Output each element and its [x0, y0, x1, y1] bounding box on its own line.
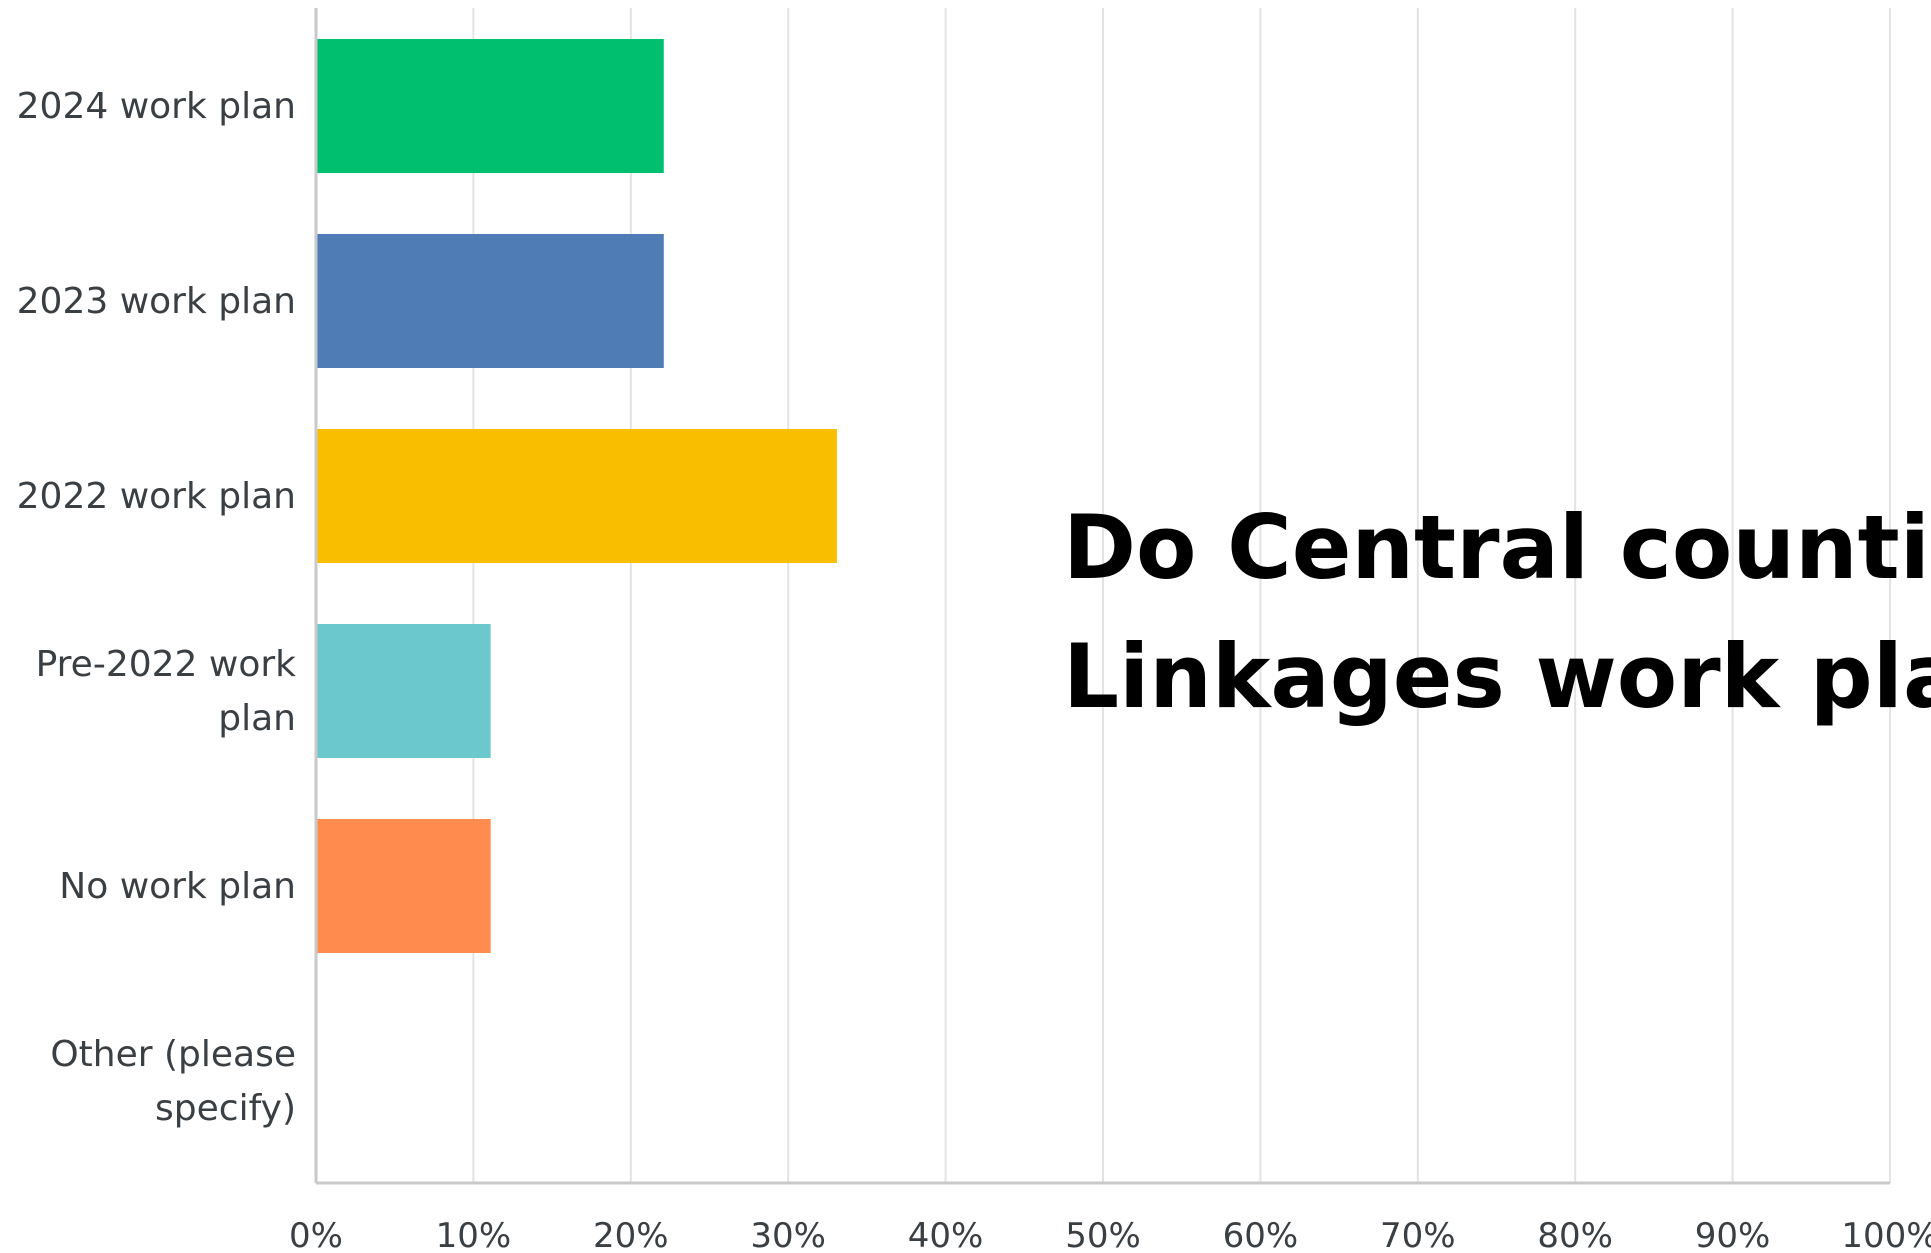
category-label: Other (please — [50, 1034, 296, 1075]
x-tick-label: 90% — [1695, 1216, 1771, 1253]
category-label: specify) — [155, 1088, 296, 1129]
category-label: 2022 work plan — [17, 476, 296, 517]
bar — [317, 234, 664, 368]
x-tick-label: 60% — [1223, 1216, 1299, 1253]
bars — [317, 39, 837, 953]
x-tick-label: 0% — [289, 1216, 343, 1253]
x-tick-label: 80% — [1537, 1216, 1613, 1253]
category-label: No work plan — [59, 866, 296, 907]
category-labels: 2024 work plan 2023 work plan 2022 work pl… — [17, 86, 297, 1129]
x-tick-label: 20% — [593, 1216, 669, 1253]
category-label: plan — [218, 698, 296, 739]
overlay-title: Do Central counties Linkages work plans — [1063, 496, 1931, 728]
bar — [317, 429, 837, 563]
x-tick-label: 50% — [1065, 1216, 1141, 1253]
bar — [317, 819, 491, 953]
x-tick-label: 10% — [436, 1216, 512, 1253]
x-tick-label: 30% — [750, 1216, 826, 1253]
x-tick-label: 40% — [908, 1216, 984, 1253]
grid-lines — [472, 8, 1891, 1183]
bar — [317, 39, 664, 173]
category-label: 2024 work plan — [17, 86, 296, 127]
bar — [317, 624, 491, 758]
category-label: 2023 work plan — [17, 281, 296, 322]
x-axis: 0% 10% 20% 30% 40% 50% 60% 70% 80% 90% 100% — [289, 8, 1931, 1253]
x-tick-label: 100% — [1841, 1216, 1931, 1253]
x-tick-label: 70% — [1380, 1216, 1456, 1253]
overlay-title-line-2: Linkages work plans — [1063, 625, 1931, 728]
category-label: Pre-2022 work — [36, 644, 297, 685]
overlay-title-line-1: Do Central counties — [1063, 496, 1931, 599]
